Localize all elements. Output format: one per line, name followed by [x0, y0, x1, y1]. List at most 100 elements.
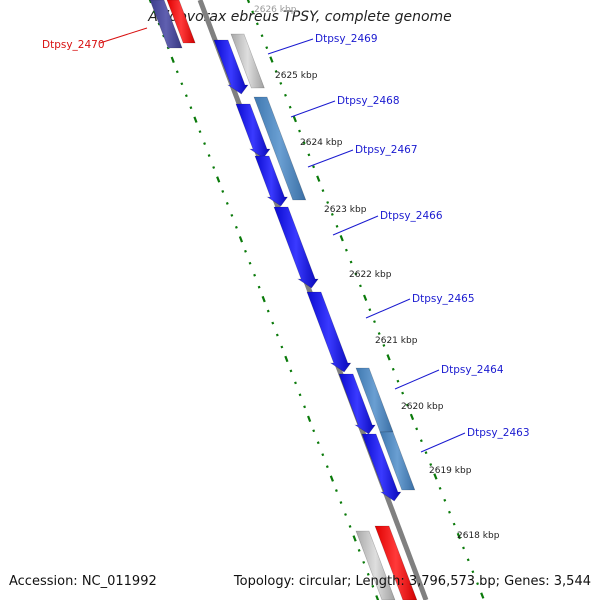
- outer-tick: [274, 70, 278, 73]
- outer-tick: [330, 212, 334, 216]
- gene-label-dtpsy-2463: Dtpsy_2463: [467, 427, 530, 439]
- outer-tick: [302, 141, 306, 145]
- inner-tick: [325, 465, 329, 469]
- gene-label-leader: [99, 27, 148, 44]
- outer-tick: [373, 320, 376, 324]
- inner-tick: [225, 201, 229, 205]
- outer-tick: [377, 332, 381, 335]
- outer-tick: [456, 532, 461, 540]
- outer-tick: [391, 367, 395, 371]
- outer-tick: [396, 379, 400, 383]
- inner-tick: [316, 441, 320, 445]
- gene-dtpsy-2470-part: [149, 0, 183, 49]
- genome-stats-label: Topology: circular; Length: 3,796,573 bp…: [233, 574, 591, 589]
- inner-tick: [216, 176, 221, 183]
- inner-tick: [321, 453, 325, 457]
- outer-tick: [307, 153, 311, 157]
- outer-tick: [312, 165, 316, 169]
- outer-tick: [452, 522, 456, 526]
- inner-tick: [371, 584, 375, 588]
- inner-tick: [203, 142, 206, 146]
- accession-label: Accession: NC_011992: [9, 574, 157, 589]
- outer-tick: [255, 22, 259, 26]
- inner-tick-line: [148, 0, 380, 600]
- inner-tick: [339, 501, 343, 504]
- gene-dtpsy-2469: [213, 39, 249, 95]
- inner-tick: [329, 475, 334, 482]
- inner-tick: [261, 295, 266, 303]
- outer-tick: [424, 451, 428, 455]
- outer-tick: [448, 510, 451, 514]
- ruler-label: 2619 kbp: [429, 466, 472, 476]
- inner-tick: [352, 535, 357, 542]
- outer-tick: [288, 105, 292, 109]
- inner-tick: [357, 548, 361, 552]
- gene-label-dtpsy-2467: Dtpsy_2467: [355, 144, 418, 156]
- gene-dtpsy-2467: [254, 155, 289, 207]
- gene-label-dtpsy-2465: Dtpsy_2465: [412, 293, 475, 305]
- inner-tick: [221, 190, 225, 193]
- outer-tick: [476, 582, 480, 586]
- outer-tick: [401, 391, 405, 395]
- inner-tick: [189, 106, 193, 110]
- outer-tick: [298, 129, 301, 133]
- outer-tick: [344, 248, 348, 252]
- outer-tick: [466, 558, 470, 562]
- inner-tick: [207, 154, 211, 157]
- outer-tick: [354, 272, 358, 276]
- gene-label-dtpsy-2466: Dtpsy_2466: [380, 210, 443, 222]
- inner-tick: [175, 70, 179, 74]
- inner-tick: [184, 94, 188, 98]
- gene-dtpsy-2464: [338, 373, 376, 435]
- inner-tick: [170, 56, 175, 64]
- outer-tick: [335, 224, 339, 228]
- gene-reverse-1: [253, 96, 307, 201]
- inner-tick: [312, 429, 316, 433]
- inner-tick: [294, 381, 297, 385]
- inner-tick: [303, 405, 307, 409]
- outer-tick: [251, 10, 255, 14]
- inner-tick: [257, 285, 261, 289]
- inner-tick: [307, 415, 312, 422]
- gene-red-bottom: [374, 525, 418, 600]
- outer-tick: [405, 403, 409, 407]
- outer-tick: [292, 115, 297, 123]
- gene-reverse-2: [355, 367, 394, 433]
- outer-tick: [386, 354, 391, 361]
- outer-tick: [321, 189, 325, 193]
- inner-tick: [230, 213, 234, 217]
- inner-tick: [344, 513, 347, 516]
- outer-tick: [419, 439, 423, 443]
- ruler-label: 2621 kbp: [375, 336, 418, 346]
- inner-tick: [198, 130, 202, 134]
- ruler-label: 2624 kbp: [300, 138, 343, 148]
- gene-label-leader: [290, 100, 336, 118]
- gene-red-top: [166, 0, 196, 44]
- outer-tick: [363, 294, 368, 301]
- outer-tick: [415, 427, 419, 431]
- outer-tick: [429, 463, 433, 466]
- gene-label-dtpsy-2464: Dtpsy_2464: [441, 364, 504, 376]
- outer-tick: [326, 201, 330, 204]
- gene-label-leader: [365, 298, 411, 319]
- gene-labels: Dtpsy_2470 Dtpsy_2469 Dtpsy_2468 Dtpsy_2467…: [42, 27, 530, 453]
- gene-gray-top: [230, 33, 265, 89]
- ruler-label: 2622 kbp: [349, 270, 392, 280]
- outer-tick: [438, 486, 442, 490]
- outer-tick: [316, 175, 321, 182]
- inner-tick: [248, 261, 252, 265]
- outer-tick: [339, 235, 344, 242]
- ruler-label: 2620 kbp: [401, 402, 444, 412]
- ruler-label: 2626 kbp: [254, 5, 297, 15]
- gene-dtpsy-2465: [306, 291, 352, 373]
- outer-tick: [246, 0, 251, 4]
- inner-tick: [253, 273, 256, 277]
- inner-tick: [280, 345, 284, 349]
- inner-tick: [298, 393, 302, 397]
- inner-tick: [271, 321, 275, 325]
- ruler-label: 2625 kbp: [275, 71, 318, 81]
- outer-tick: [269, 56, 274, 63]
- inner-tick: [362, 560, 366, 564]
- outer-tick: [471, 570, 475, 574]
